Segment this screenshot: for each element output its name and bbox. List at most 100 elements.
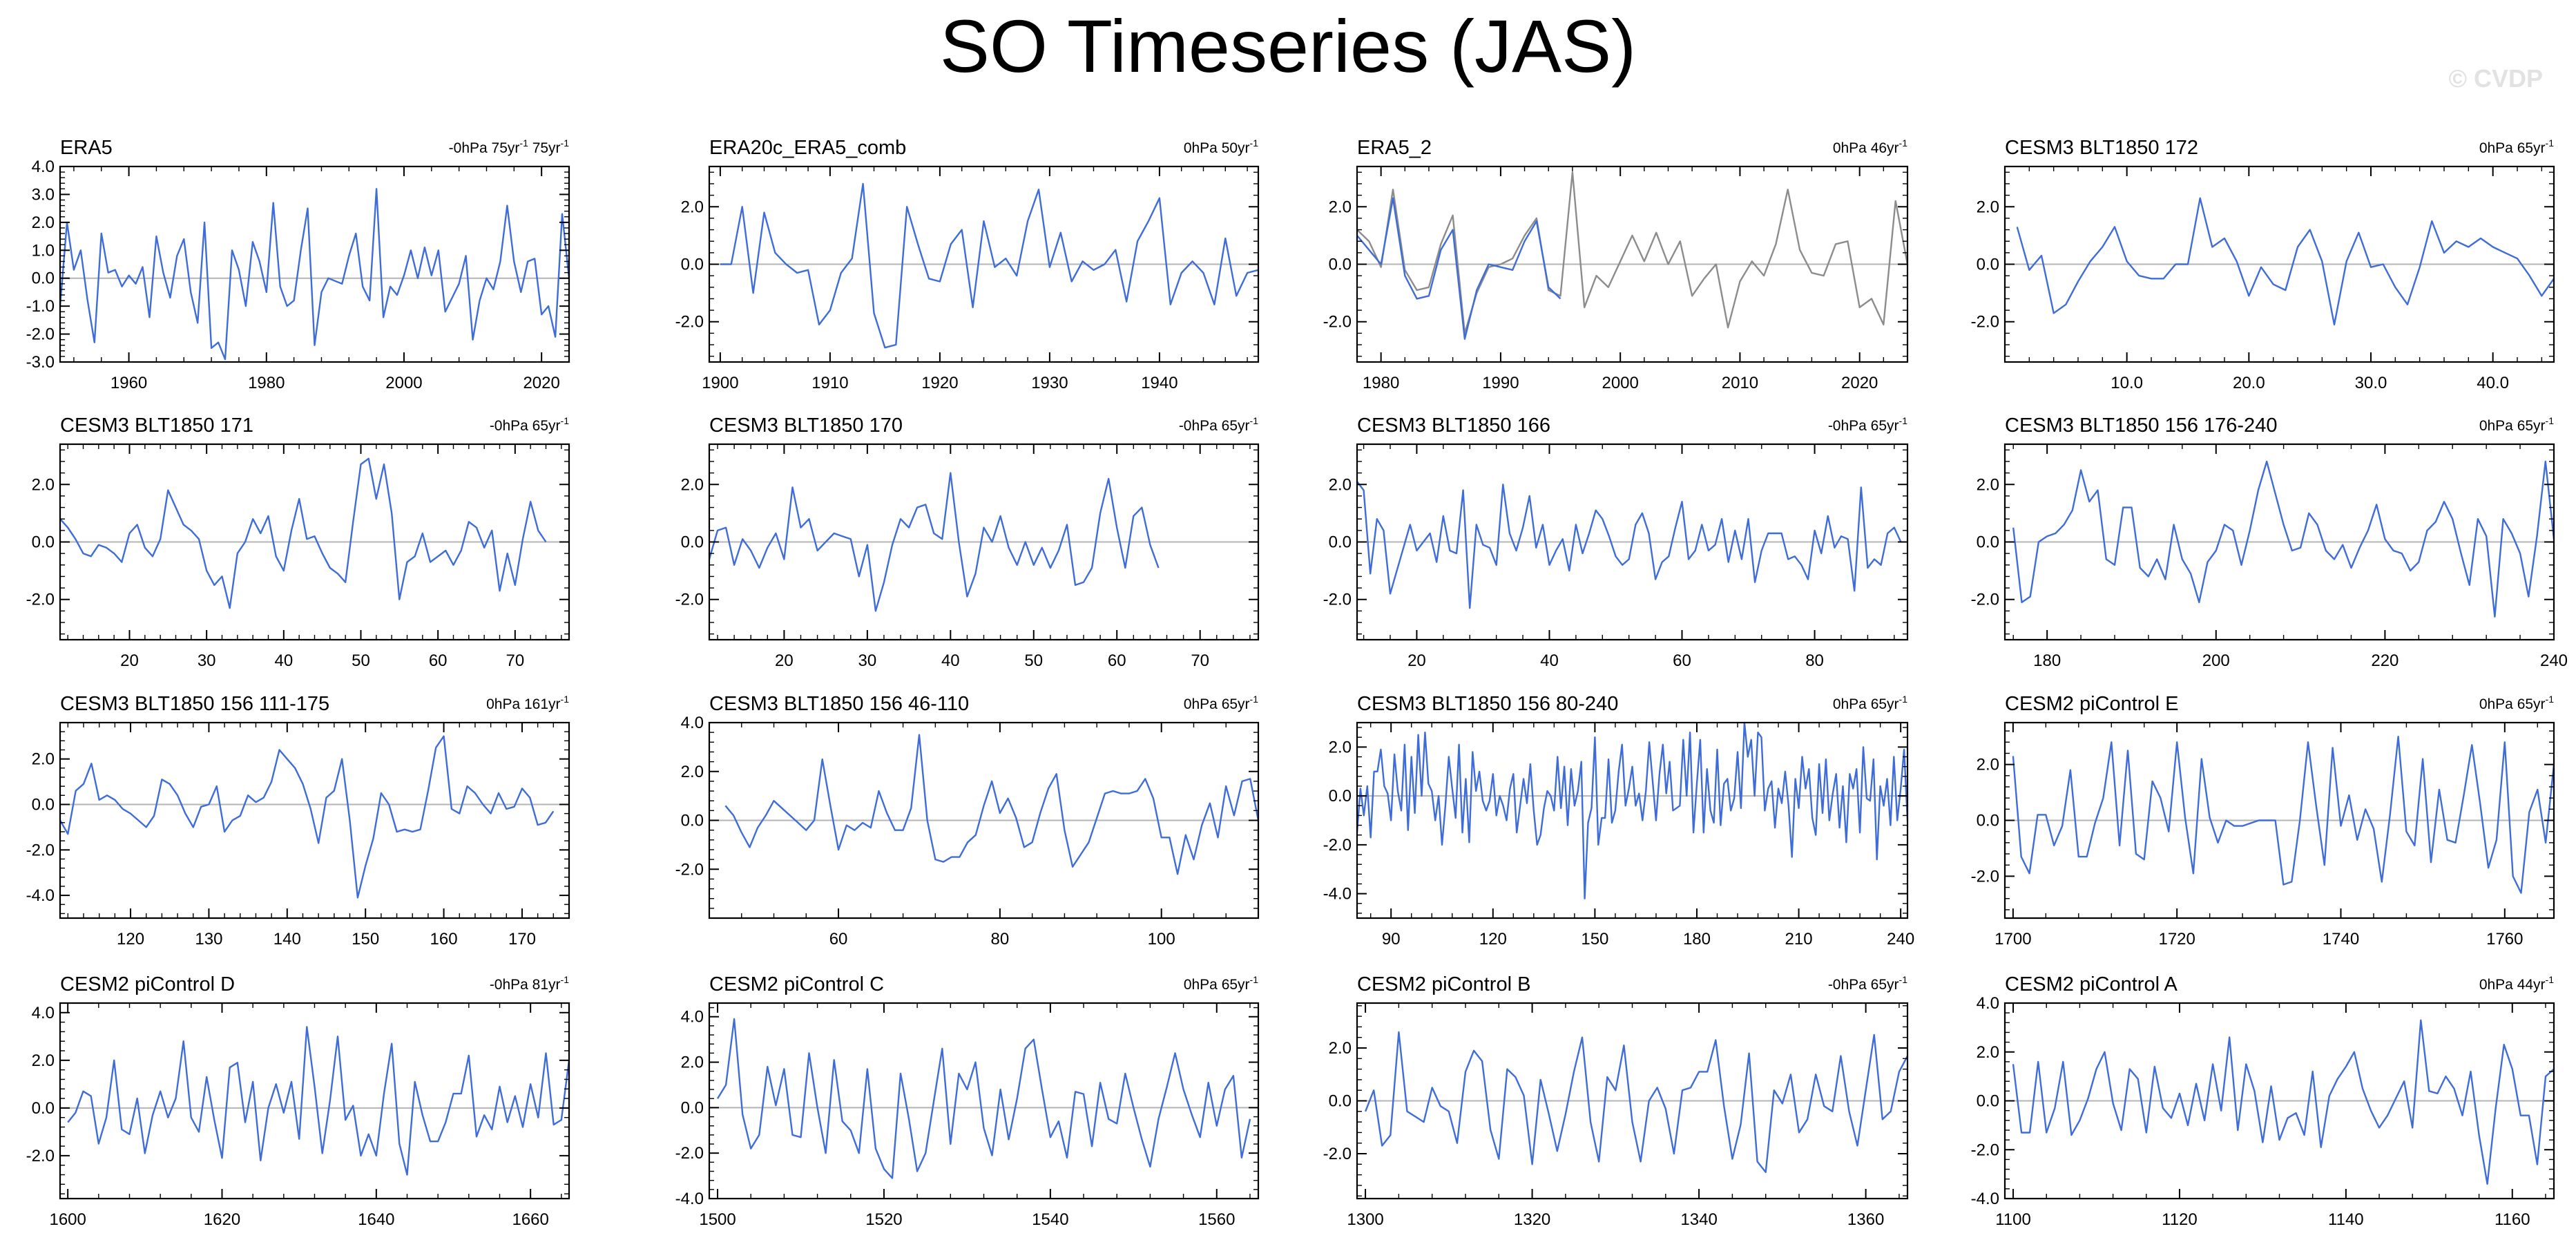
- y-tick-label: -4.0: [675, 1190, 704, 1208]
- y-tick-label: 2.0: [1977, 756, 1999, 774]
- panel-12: CESM2 piControl E 0hPa 65yr-1 -2.0 0.0 2.0 17…: [1971, 693, 2555, 949]
- x-tick-label: 1120: [2162, 1210, 2198, 1229]
- x-tick-label: 70: [506, 651, 524, 670]
- panel-grid: ERA5 -0hPa 75yr-1 75yr-1-3.0-2.0-1.00.01.…: [26, 137, 2568, 1229]
- panel-title: CESM2 piControl D: [60, 973, 235, 995]
- y-tick-label: 0.0: [1329, 533, 1352, 552]
- y-tick-label: 0.0: [681, 256, 704, 274]
- x-tick-label: 130: [195, 930, 222, 949]
- panel-title: CESM2 piControl C: [709, 973, 884, 995]
- y-tick-label: 2.0: [1977, 475, 1999, 494]
- series-line: [60, 188, 569, 361]
- info-text: -0hPa 65yr: [1179, 418, 1250, 434]
- panel-title: CESM3 BLT1850 166: [1357, 414, 1550, 437]
- y-tick-label: 4.0: [32, 158, 55, 176]
- x-tick-label: 1700: [1995, 930, 2031, 949]
- y-tick-label: 2.0: [681, 1054, 704, 1072]
- y-tick-label: -2.0: [1971, 1141, 1999, 1159]
- x-tick-label: 40: [941, 651, 960, 670]
- y-tick-label: -2.0: [1323, 836, 1352, 855]
- x-tick-label: 1930: [1031, 374, 1068, 392]
- panel-title: CESM3 BLT1850 156 46-110: [709, 693, 969, 715]
- series-line: [709, 472, 1160, 612]
- info-text: -0hPa 65yr: [490, 418, 561, 434]
- info-sup: -1: [1899, 137, 1908, 149]
- y-tick-label: 2.0: [1329, 198, 1352, 216]
- y-tick-label: 0.0: [1977, 533, 1999, 552]
- panel-11: CESM3 BLT1850 156 80-240 0hPa 65yr-1 -4.0 -…: [1323, 693, 1915, 949]
- panel-info: 0hPa 65yr-1: [2479, 415, 2554, 434]
- x-tick-label: 20: [120, 651, 139, 670]
- x-tick-label: 1740: [2323, 930, 2359, 949]
- y-tick-label: 2.0: [32, 213, 55, 232]
- x-tick-label: 240: [2540, 651, 2568, 670]
- y-tick-label: 3.0: [32, 185, 55, 204]
- x-tick-label: 50: [1024, 651, 1043, 670]
- panel-info: 0hPa 46yr-1: [1833, 137, 1907, 156]
- x-tick-label: 2020: [523, 374, 559, 392]
- info-sup: -1: [1250, 137, 1259, 149]
- y-tick-label: 0.0: [1329, 1092, 1352, 1111]
- y-tick-label: -2.0: [1323, 313, 1352, 332]
- y-tick-label: 0.0: [1329, 787, 1352, 806]
- y-tick-label: 2.0: [681, 198, 704, 216]
- x-tick-label: 60: [829, 930, 848, 949]
- x-tick-label: 2000: [385, 374, 422, 392]
- x-tick-label: 2010: [1722, 374, 1758, 392]
- x-tick-label: 1620: [204, 1210, 240, 1229]
- x-tick-label: 1990: [1482, 374, 1519, 392]
- panel-info: 0hPa 65yr-1: [1184, 974, 1258, 993]
- y-tick-label: 0.0: [681, 812, 704, 830]
- panel-4: CESM3 BLT1850 172 0hPa 65yr-1 -2.0 0.0 2.0 10…: [1971, 137, 2555, 392]
- x-tick-label: 1940: [1141, 374, 1178, 392]
- x-tick-label: 200: [2202, 651, 2230, 670]
- info-sup: -1: [519, 137, 528, 149]
- info-text: -0hPa 81yr: [490, 977, 561, 993]
- series-line: [1357, 723, 1907, 899]
- panel-1: ERA5 -0hPa 75yr-1 75yr-1-3.0-2.0-1.00.01.…: [26, 137, 570, 392]
- panel-title: CESM3 BLT1850 171: [60, 414, 253, 437]
- x-tick-label: 180: [2033, 651, 2061, 670]
- x-tick-label: 150: [1581, 930, 1608, 949]
- x-tick-label: 150: [352, 930, 379, 949]
- y-tick-label: -2.0: [1971, 313, 1999, 332]
- series-line: [2012, 1019, 2554, 1185]
- x-tick-label: 1760: [2486, 930, 2523, 949]
- panel-title: CESM3 BLT1850 156 80-240: [1357, 693, 1618, 715]
- x-tick-label: 1640: [358, 1210, 394, 1229]
- panel-title: CESM3 BLT1850 172: [2005, 137, 2198, 159]
- x-tick-label: 240: [1887, 930, 1914, 949]
- y-tick-label: 1.0: [32, 241, 55, 260]
- y-tick-label: -2.0: [1323, 1145, 1352, 1163]
- x-tick-label: 1540: [1032, 1210, 1068, 1229]
- info-text: 0hPa 65yr: [2479, 696, 2546, 712]
- panel-title: CESM3 BLT1850 170: [709, 414, 903, 437]
- x-tick-label: 10.0: [2111, 374, 2143, 392]
- panel-title: CESM2 piControl B: [1357, 973, 1530, 995]
- info-sup: -1: [1250, 415, 1259, 426]
- x-tick-label: 1960: [110, 374, 147, 392]
- panel-5: CESM3 BLT1850 171 -0hPa 65yr-1 -2.0 0.0 2.0 2…: [26, 414, 570, 670]
- panel-3: ERA5_2 0hPa 46yr-1 -2.0 0.0 2.0 1980 1990 2000 2…: [1323, 137, 1909, 392]
- y-tick-label: 2.0: [1329, 475, 1352, 494]
- panel-9: CESM3 BLT1850 156 111-175 0hPa 161yr-1 -4.…: [26, 693, 570, 949]
- info-sup: -1: [1250, 974, 1259, 985]
- series-line: [60, 735, 555, 899]
- info-text: 0hPa 161yr: [486, 696, 560, 712]
- y-tick-label: -4.0: [1971, 1190, 1999, 1208]
- y-tick-label: -4.0: [26, 886, 55, 905]
- panel-10: CESM3 BLT1850 156 46-110 0hPa 65yr-1 -2.0 0…: [675, 693, 1260, 949]
- series-line: [716, 1018, 1251, 1179]
- panel-info: 0hPa 65yr-1: [1184, 694, 1258, 712]
- x-tick-label: 1600: [49, 1210, 86, 1229]
- y-tick-label: -2.0: [1323, 591, 1352, 609]
- series-line: [2012, 735, 2554, 894]
- y-tick-label: 2.0: [681, 763, 704, 781]
- x-tick-label: 140: [273, 930, 301, 949]
- y-tick-label: 4.0: [32, 1004, 55, 1022]
- x-tick-label: 20: [1407, 651, 1426, 670]
- info-sup: -1: [561, 694, 570, 705]
- panel-2: ERA20c_ERA5_comb 0hPa 50yr-1 -2.0 0.0 2.0 190…: [675, 137, 1260, 392]
- y-tick-label: -3.0: [26, 353, 55, 372]
